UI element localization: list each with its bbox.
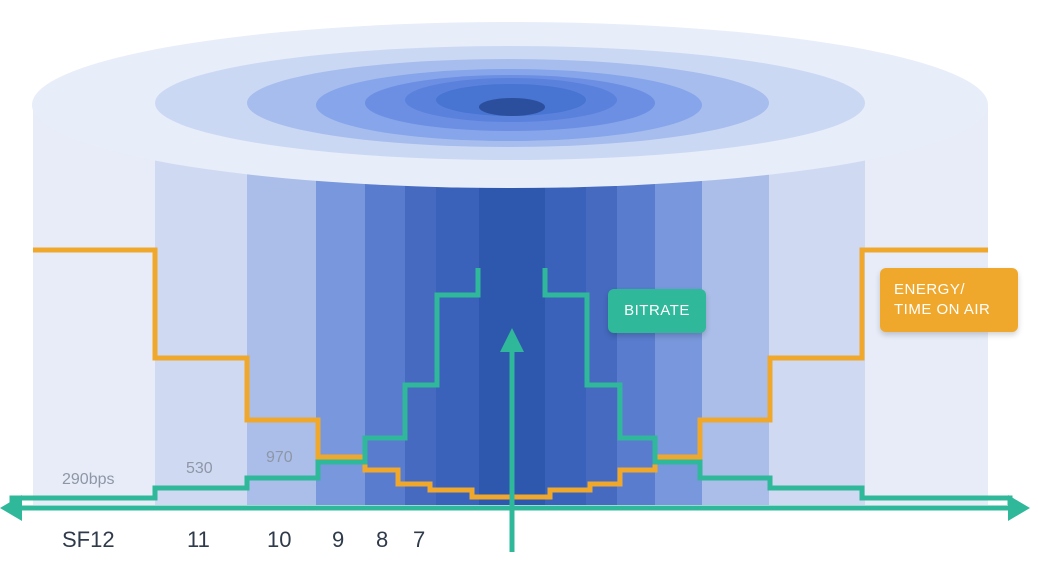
bitrate-step-line: [9, 268, 481, 505]
center-arrow-head-icon: [500, 328, 524, 352]
sf-tick: 8: [376, 527, 389, 552]
sf-tick: 11: [187, 527, 210, 552]
bitrate-step-line-right: [542, 268, 1013, 505]
sf-tick: 9: [332, 527, 345, 552]
axis-right-arrow-icon: [1008, 495, 1030, 521]
axis-left-arrow-icon: [0, 495, 22, 521]
sf-tick: 10: [267, 527, 292, 552]
bitrate-tick: 530: [186, 460, 213, 477]
energy-label-line1: ENERGY/: [894, 281, 966, 298]
sf-tick: SF12: [62, 527, 115, 552]
bitrate-tick: 290bps: [62, 471, 115, 488]
energy-label-line2: TIME ON AIR: [894, 301, 991, 318]
bitrate-tick: 970: [266, 449, 293, 466]
sf-tick: 7: [413, 527, 426, 552]
energy-time-on-air-label: ENERGY/ TIME ON AIR: [880, 268, 1018, 332]
bitrate-label: BITRATE: [608, 289, 706, 333]
cylinder-top-center: [479, 98, 545, 116]
